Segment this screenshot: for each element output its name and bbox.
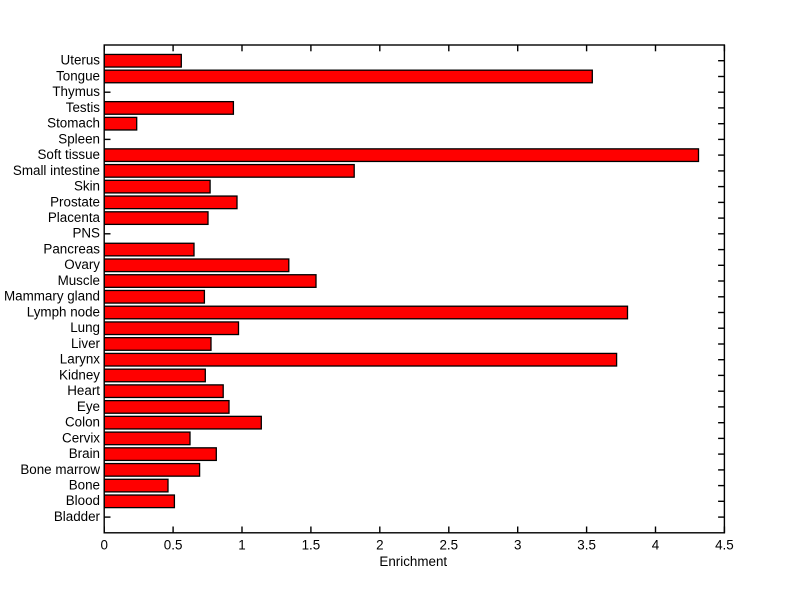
svg-text:Thymus: Thymus — [52, 84, 100, 99]
svg-text:Ovary: Ovary — [64, 257, 100, 272]
svg-text:Heart: Heart — [67, 383, 100, 398]
svg-text:Muscle: Muscle — [58, 273, 100, 288]
svg-text:Liver: Liver — [71, 336, 101, 351]
svg-text:Kidney: Kidney — [59, 367, 100, 382]
svg-text:4: 4 — [652, 537, 660, 552]
svg-text:Enrichment: Enrichment — [379, 554, 447, 569]
svg-text:Colon: Colon — [65, 415, 100, 430]
svg-text:Stomach: Stomach — [47, 116, 100, 131]
svg-text:Testis: Testis — [66, 100, 101, 115]
svg-text:0: 0 — [100, 537, 107, 552]
svg-text:Spleen: Spleen — [58, 131, 100, 146]
svg-text:3: 3 — [514, 537, 521, 552]
svg-text:Placenta: Placenta — [48, 210, 101, 225]
svg-text:Brain: Brain — [69, 446, 100, 461]
svg-text:Blood: Blood — [66, 493, 100, 508]
svg-text:Lung: Lung — [70, 320, 100, 335]
svg-text:Pancreas: Pancreas — [43, 242, 100, 257]
svg-text:Small intestine: Small intestine — [13, 163, 100, 178]
svg-text:Bladder: Bladder — [54, 509, 101, 524]
svg-text:Prostate: Prostate — [50, 194, 100, 209]
svg-text:Cervix: Cervix — [62, 430, 100, 445]
svg-text:3.5: 3.5 — [577, 537, 596, 552]
svg-text:Bone marrow: Bone marrow — [20, 462, 100, 477]
svg-text:0.5: 0.5 — [164, 537, 183, 552]
svg-text:Tongue: Tongue — [56, 68, 100, 83]
svg-text:Eye: Eye — [77, 399, 100, 414]
svg-text:2: 2 — [376, 537, 383, 552]
svg-text:Uterus: Uterus — [61, 53, 101, 68]
svg-text:Larynx: Larynx — [60, 352, 100, 367]
svg-text:Skin: Skin — [74, 179, 100, 194]
svg-text:Soft tissue: Soft tissue — [37, 147, 100, 162]
svg-text:PNS: PNS — [72, 226, 100, 241]
svg-text:4.5: 4.5 — [715, 537, 734, 552]
svg-text:2.5: 2.5 — [439, 537, 458, 552]
svg-text:Bone: Bone — [69, 478, 100, 493]
svg-text:Mammary gland: Mammary gland — [4, 289, 100, 304]
svg-text:1: 1 — [238, 537, 245, 552]
svg-text:Lymph node: Lymph node — [27, 304, 100, 319]
svg-text:1.5: 1.5 — [302, 537, 321, 552]
